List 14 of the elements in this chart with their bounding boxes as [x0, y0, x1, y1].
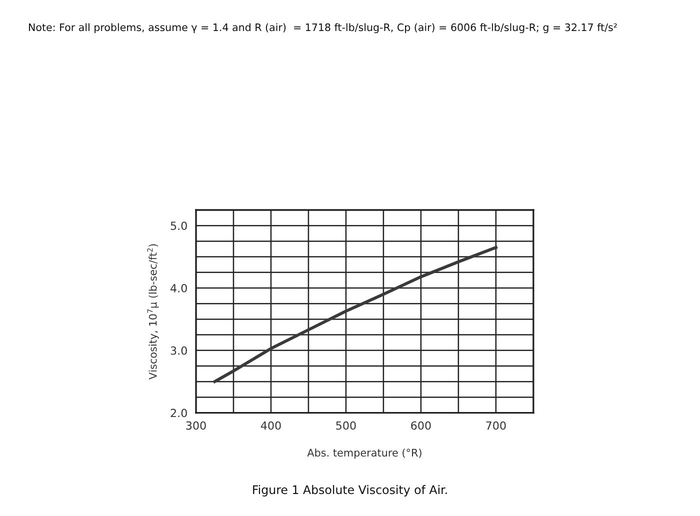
x-tick-label: 500: [336, 421, 356, 430]
y-tick-label: 2.0: [170, 408, 187, 418]
x-axis-title: Abs. temperature (°R): [307, 448, 422, 459]
x-tick-label: 700: [486, 421, 506, 430]
x-tick-label: 400: [260, 421, 281, 430]
y-tick-label: 4.0: [170, 284, 187, 292]
text: Note: For all problems, assume γ = 1.4 and R (air) = 1718 ft-lb/slug-R, Cp (air) = 6006 ft-lb/slug-R; g = 32.17 ft/s²: [29, 23, 617, 34]
y-tick-label: 5.0: [170, 222, 187, 230]
y-tick-label: 3.0: [170, 346, 187, 355]
caption: Figure 1 Absolute Viscosity of Air.: [253, 485, 447, 496]
x-tick-label: 600: [411, 421, 431, 430]
y-axis-title: Viscosity, 10$^{7}$μ (lb-sec/ft$^{2}$): [147, 244, 159, 380]
line-series: [213, 246, 498, 384]
x-tick-label: 300: [186, 421, 206, 430]
